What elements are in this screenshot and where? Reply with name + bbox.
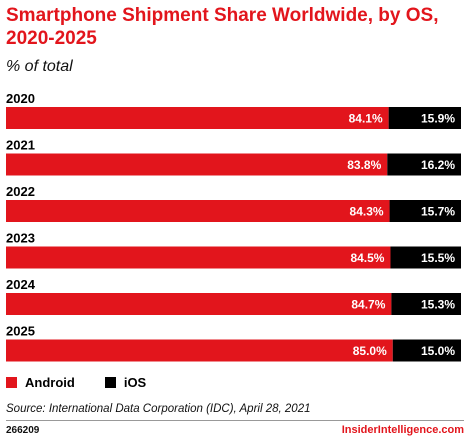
legend-swatch-android bbox=[6, 377, 17, 388]
brand-logo: InsiderIntelligence.com bbox=[341, 424, 464, 436]
data-label-ios-2023: 15.5% bbox=[421, 251, 455, 265]
bar-ios-2023 bbox=[390, 246, 461, 269]
data-label-android-2024: 84.7% bbox=[351, 298, 385, 312]
category-label-2022: 2022 bbox=[6, 184, 35, 199]
bar-ios-2025 bbox=[392, 339, 461, 362]
chart-subtitle: % of total bbox=[6, 58, 73, 75]
category-label-2023: 2023 bbox=[6, 231, 35, 246]
chart-title: Smartphone Shipment Share Worldwide, by … bbox=[6, 5, 439, 49]
bar-ios-2022 bbox=[389, 200, 461, 222]
data-label-ios-2024: 15.3% bbox=[421, 298, 455, 312]
stacked-bar-chart: 2020 84.1% 15.9% 2021 83.8% 16.2% 2022 84.3% 15.… bbox=[6, 91, 461, 362]
data-label-ios-2020: 15.9% bbox=[421, 112, 455, 126]
data-label-android-2022: 84.3% bbox=[350, 205, 384, 219]
bar-ios-2024 bbox=[391, 293, 461, 315]
legend: Android iOS bbox=[6, 375, 176, 390]
category-label-2021: 2021 bbox=[6, 138, 35, 153]
data-label-android-2025: 85.0% bbox=[353, 344, 387, 358]
data-label-android-2021: 83.8% bbox=[347, 158, 381, 172]
data-label-ios-2022: 15.7% bbox=[421, 205, 455, 219]
bar-android-2020 bbox=[6, 107, 389, 129]
footer-divider bbox=[6, 420, 464, 421]
bar-android-2022 bbox=[6, 200, 390, 222]
bar-android-2021 bbox=[6, 153, 388, 176]
data-label-android-2023: 84.5% bbox=[350, 251, 384, 265]
bar-android-2024 bbox=[6, 293, 392, 315]
category-label-2025: 2025 bbox=[6, 324, 35, 339]
legend-item-android: Android bbox=[6, 375, 75, 390]
legend-label-ios: iOS bbox=[123, 375, 147, 390]
chart-id: 266209 bbox=[6, 425, 40, 436]
bar-ios-2021 bbox=[387, 153, 461, 176]
legend-item-ios: iOS bbox=[104, 375, 147, 390]
legend-label-android: Android bbox=[25, 375, 75, 390]
data-label-ios-2025: 15.0% bbox=[421, 344, 455, 358]
bar-ios-2020 bbox=[388, 107, 461, 129]
bar-android-2025 bbox=[6, 339, 393, 362]
legend-swatch-ios bbox=[104, 377, 116, 388]
category-label-2020: 2020 bbox=[6, 91, 35, 106]
data-label-ios-2021: 16.2% bbox=[421, 158, 455, 172]
source-note: Source: International Data Corporation (… bbox=[6, 403, 311, 415]
data-label-android-2020: 84.1% bbox=[349, 112, 383, 126]
category-label-2024: 2024 bbox=[6, 277, 36, 292]
bar-android-2023 bbox=[6, 246, 391, 269]
